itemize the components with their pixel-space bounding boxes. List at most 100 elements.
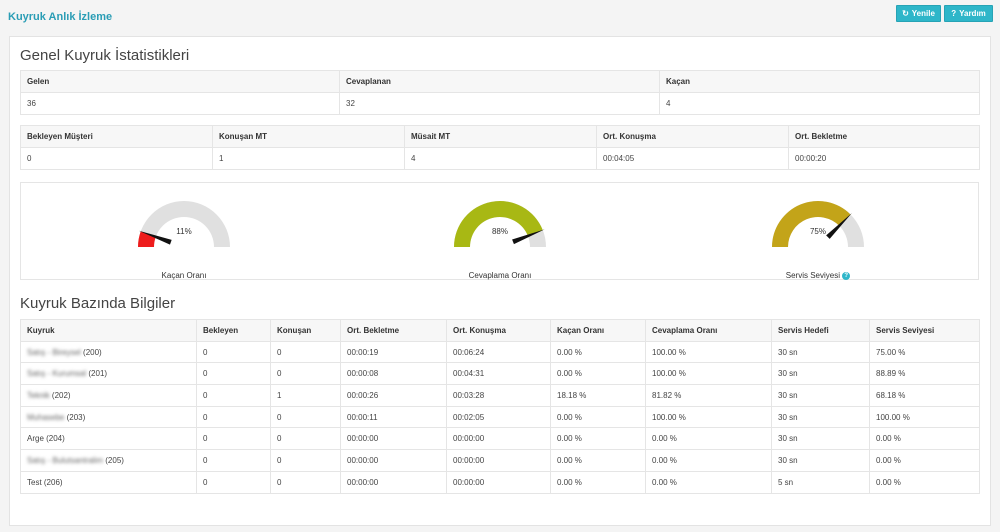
- value-ort-konusma: 00:04:05: [596, 147, 789, 170]
- queue-header-cell: Ort. Konuşma: [446, 319, 551, 342]
- refresh-button[interactable]: ↻ Yenile: [896, 5, 941, 22]
- general-stats-table: Gelen Cevaplanan Kaçan 36 32 4: [20, 70, 980, 115]
- queue-header-cell: Servis Hedefi: [771, 319, 870, 342]
- queue-cell: 00:00:00: [340, 449, 447, 472]
- queue-name-cell: Test (206): [20, 470, 197, 494]
- queue-cell: 00:00:26: [340, 384, 447, 407]
- queue-cell: 30 sn: [771, 362, 870, 386]
- gauge-svg: 11%: [138, 201, 230, 247]
- queue-cell: 0: [196, 340, 271, 364]
- gauge-label: Servis Seviyesi ?: [758, 271, 878, 280]
- table-row: Arge (204) 0 0 00:00:00 00:00:00 0.00 % 0.00 %…: [20, 427, 980, 451]
- queue-cell: 100.00 %: [645, 362, 772, 386]
- queue-name-cell: Satış - Kurumsal (201): [20, 362, 197, 386]
- table-header-row: Kuyruk Bekleyen Konuşan Ort. Bekletme Ort. K…: [20, 319, 980, 342]
- queue-cell: 0.00 %: [645, 470, 772, 494]
- general-stats-title: Genel Kuyruk İstatistikleri: [20, 47, 190, 64]
- queue-cell: 0.00 %: [550, 449, 646, 472]
- queue-cell: 0.00 %: [550, 362, 646, 386]
- queue-cell: 00:00:11: [340, 405, 447, 429]
- gauge-needle: [138, 230, 172, 245]
- queue-cell: 0: [270, 449, 341, 472]
- queue-cell: 100.00 %: [645, 340, 772, 364]
- refresh-button-label: Yenile: [911, 9, 935, 18]
- queue-header-cell: Kaçan Oranı: [550, 319, 646, 342]
- header-gelen: Gelen: [20, 70, 340, 93]
- gauge-needle: [826, 213, 852, 239]
- gauge-svg: 88%: [454, 200, 546, 247]
- queue-name-blurred: Muhasebe: [27, 412, 65, 422]
- gauge-servis-seviyesi: 75% Servis Seviyesi ?: [758, 197, 878, 280]
- table-row: Teknik (202) 0 1 00:00:26 00:03:28 18.18 % 81.…: [20, 384, 980, 407]
- queue-name-cell: Arge (204): [20, 427, 197, 451]
- queue-cell: 0.00 %: [645, 449, 772, 472]
- value-ort-bekletme: 00:00:20: [788, 147, 980, 170]
- page-title: Kuyruk Anlık İzleme: [8, 11, 113, 23]
- table-row: 36 32 4: [20, 92, 980, 115]
- queue-name-blurred: Satış - Kurumsal: [27, 369, 87, 379]
- queue-cell: 0: [270, 340, 341, 364]
- header-kacan: Kaçan: [659, 70, 980, 93]
- queue-cell: 0.00 %: [645, 427, 772, 451]
- queue-cell: 0: [270, 470, 341, 494]
- queue-cell: 00:00:00: [446, 449, 551, 472]
- table-row: Muhasebe (203) 0 0 00:00:11 00:02:05 0.00 % 10…: [20, 405, 980, 429]
- queue-cell: 0.00 %: [550, 405, 646, 429]
- queue-cell: 0: [196, 449, 271, 472]
- queue-name-cell: Muhasebe (203): [20, 405, 197, 429]
- queue-cell: 0.00 %: [869, 470, 980, 494]
- queue-cell: 00:02:05: [446, 405, 551, 429]
- queue-id: (201): [88, 369, 108, 379]
- value-bekleyen-musteri: 0: [20, 147, 213, 170]
- table-header-row: Bekleyen Müşteri Konuşan MT Müsait MT Or…: [20, 125, 980, 148]
- value-konusan-mt: 1: [212, 147, 405, 170]
- gauge-value-text: 88%: [492, 227, 508, 236]
- gauge-label: Kaçan Oranı: [124, 271, 244, 280]
- queue-cell: 0: [196, 405, 271, 429]
- queue-cell: 0.00 %: [869, 427, 980, 451]
- queue-cell: 30 sn: [771, 427, 870, 451]
- queue-cell: 30 sn: [771, 449, 870, 472]
- main-panel: Genel Kuyruk İstatistikleri Gelen Cevapl…: [9, 36, 991, 526]
- help-icon[interactable]: ?: [842, 271, 851, 280]
- queue-cell: 30 sn: [771, 384, 870, 407]
- queue-cell: 81.82 %: [645, 384, 772, 407]
- queue-cell: 68.18 %: [869, 384, 980, 407]
- header-bekleyen-musteri: Bekleyen Müşteri: [20, 125, 213, 148]
- queue-cell: 75.00 %: [869, 340, 980, 364]
- value-musait-mt: 4: [404, 147, 597, 170]
- queue-cell: 00:00:00: [446, 427, 551, 451]
- table-header-row: Gelen Cevaplanan Kaçan: [20, 70, 980, 93]
- queue-table-body: Satış - Bireysel (200) 0 0 00:00:19 00:06:24…: [20, 340, 980, 494]
- gauge-value-text: 75%: [810, 227, 826, 236]
- queue-name-blurred: Teknik: [27, 390, 50, 400]
- queue-cell: 00:03:28: [446, 384, 551, 407]
- help-button[interactable]: ? Yardım: [944, 5, 993, 22]
- header-musait-mt: Müsait MT: [404, 125, 597, 148]
- gauge-cevaplama-orani: 88% Cevaplama Oranı: [440, 197, 560, 280]
- queue-cell: 0: [196, 470, 271, 494]
- queue-info-title: Kuyruk Bazında Bilgiler: [20, 295, 176, 312]
- queue-cell: 0: [196, 362, 271, 386]
- queue-cell: 00:04:31: [446, 362, 551, 386]
- gauge-label-text: Kaçan Oranı: [161, 271, 207, 280]
- queue-header-cell: Servis Seviyesi: [869, 319, 980, 342]
- header-konusan-mt: Konuşan MT: [212, 125, 405, 148]
- queue-cell: 0: [270, 362, 341, 386]
- queue-cell: 00:00:19: [340, 340, 447, 364]
- queue-cell: 100.00 %: [869, 405, 980, 429]
- queue-id: (202): [51, 390, 71, 400]
- queue-cell: 30 sn: [771, 340, 870, 364]
- header-ort-bekletme: Ort. Bekletme: [788, 125, 980, 148]
- queue-cell: 100.00 %: [645, 405, 772, 429]
- queue-cell: 0: [270, 405, 341, 429]
- value-gelen: 36: [20, 92, 340, 115]
- queue-cell: 0: [196, 384, 271, 407]
- queue-name-cell: Satış - Bulutsantralim (205): [20, 449, 197, 472]
- queue-header-cell: Cevaplama Oranı: [645, 319, 772, 342]
- queue-cell: 30 sn: [771, 405, 870, 429]
- queue-cell: 18.18 %: [550, 384, 646, 407]
- queue-cell: 0: [270, 427, 341, 451]
- gauge-fill: [772, 201, 851, 247]
- table-row: Test (206) 0 0 00:00:00 00:00:00 0.00 % 0.00 %…: [20, 470, 980, 494]
